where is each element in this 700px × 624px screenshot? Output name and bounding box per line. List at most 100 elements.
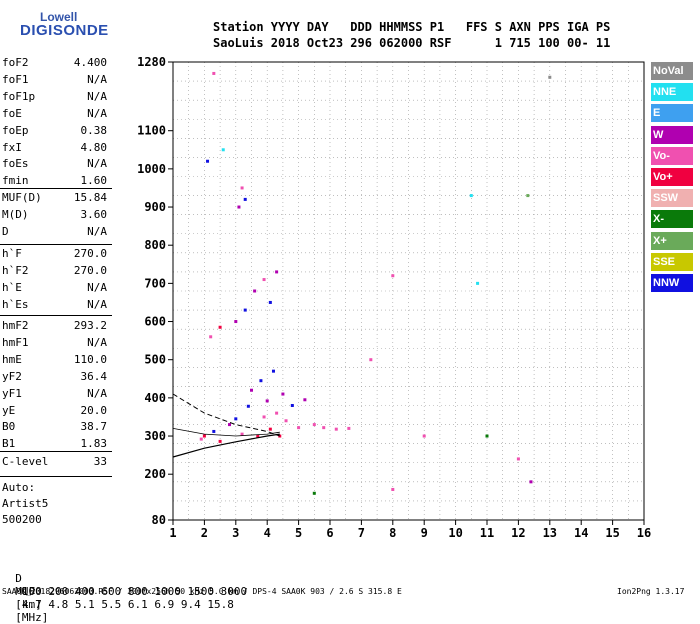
param-yf2: yF2 36.4 bbox=[2, 370, 107, 386]
echo-point bbox=[284, 419, 288, 423]
param-value: 293.2 bbox=[73, 319, 107, 332]
y-tick-label: 900 bbox=[144, 200, 166, 214]
x-tick-label: 11 bbox=[480, 526, 494, 540]
distance-value: 200 bbox=[41, 585, 69, 598]
panel-divider bbox=[0, 244, 112, 245]
echo-point bbox=[218, 325, 222, 329]
param-md: M(D) 3.60 bbox=[2, 208, 107, 224]
param-name: foF1 bbox=[2, 72, 29, 86]
echo-point bbox=[246, 404, 250, 408]
x-tick-label: 5 bbox=[295, 526, 302, 540]
param-value: N/A bbox=[87, 280, 107, 294]
ionogram-chart: 1 2 3 4 5 6 7 8 9 10 11 12 13 14 15 1680200300400500600… bbox=[137, 55, 651, 540]
profile-curve-solid bbox=[172, 433, 280, 458]
echo-point bbox=[469, 194, 473, 198]
echo-point bbox=[240, 186, 244, 190]
echo-point bbox=[322, 426, 326, 430]
param-value: 33 bbox=[93, 455, 107, 468]
param-name: foF2 bbox=[2, 56, 29, 69]
echo-point bbox=[228, 423, 232, 427]
echo-point bbox=[265, 399, 269, 403]
distance-value: 3000 bbox=[214, 585, 248, 598]
legend-item-nne: NNE bbox=[651, 83, 693, 102]
param-fof1: foF1 N/A bbox=[2, 73, 107, 89]
scaling-mode: Auto: bbox=[2, 481, 36, 494]
param-value: N/A bbox=[87, 297, 107, 311]
muf-unit: [MHz] bbox=[15, 611, 49, 624]
echo-point bbox=[243, 197, 247, 201]
footer-version: Ion2Png 1.3.17 bbox=[617, 587, 685, 596]
logo-digisonde: DIGISONDE bbox=[20, 22, 109, 39]
param-value: N/A bbox=[87, 72, 107, 86]
param-hes: h`Es N/A bbox=[2, 298, 107, 314]
param-b0: B0 38.7 bbox=[2, 420, 107, 436]
param-ye: yE 20.0 bbox=[2, 404, 107, 420]
x-tick-label: 6 bbox=[326, 526, 333, 540]
y-tick-label: 800 bbox=[144, 238, 166, 252]
param-name: foE bbox=[2, 106, 22, 120]
x-tick-label: 4 bbox=[264, 526, 271, 540]
legend-item-ssw: SSW bbox=[651, 189, 693, 208]
param-value: N/A bbox=[87, 224, 107, 238]
echo-point bbox=[485, 434, 489, 438]
profile-curve-thin bbox=[172, 428, 280, 437]
distance-value: 400 bbox=[68, 585, 95, 598]
echo-point bbox=[268, 427, 272, 431]
param-name: foEp bbox=[2, 123, 29, 137]
param-hmf1: hmF1 N/A bbox=[2, 336, 107, 352]
param-name: M(D) bbox=[2, 207, 29, 221]
param-name: h`E bbox=[2, 280, 22, 294]
logo-lowell: Lowell bbox=[40, 10, 78, 24]
distance-value: 600 bbox=[94, 585, 122, 598]
legend-item-vo: Vo- bbox=[651, 146, 693, 165]
echo-point bbox=[218, 439, 222, 443]
echo-point bbox=[206, 159, 210, 163]
y-tick-label: 400 bbox=[144, 391, 166, 405]
param-yf1: yF1 N/A bbox=[2, 387, 107, 403]
y-tick-label: 200 bbox=[144, 467, 166, 481]
param-fof2: foF2 4.400 bbox=[2, 56, 107, 72]
param-name: fmin bbox=[2, 174, 29, 188]
muf-label: MUF bbox=[15, 585, 36, 598]
param-value: N/A bbox=[87, 106, 107, 120]
param-name: B1 bbox=[2, 437, 16, 451]
echo-point bbox=[240, 432, 244, 436]
x-tick-label: 12 bbox=[511, 526, 525, 540]
echo-point bbox=[256, 434, 260, 438]
param-value: 110.0 bbox=[73, 352, 107, 366]
echo-point bbox=[391, 274, 395, 278]
echo-point bbox=[271, 369, 275, 373]
echo-point bbox=[262, 278, 266, 282]
echo-point bbox=[303, 398, 307, 402]
panel-divider bbox=[0, 476, 112, 477]
legend-item-e: E bbox=[651, 104, 693, 123]
header-line-1: Station YYYY DAY DDD HHMMSS P1 FFS S AXN… bbox=[213, 20, 611, 34]
echo-point bbox=[334, 427, 338, 431]
param-name: B0 bbox=[2, 420, 16, 434]
echo-point bbox=[297, 426, 301, 430]
legend-item-noval: NoVal bbox=[651, 62, 693, 80]
x-tick-label: 7 bbox=[358, 526, 365, 540]
legend-item-x: X+ bbox=[651, 231, 693, 250]
y-tick-label: 500 bbox=[144, 353, 166, 367]
param-name: foEs bbox=[2, 157, 29, 171]
param-value: 36.4 bbox=[80, 369, 108, 383]
x-tick-label: 14 bbox=[574, 526, 588, 540]
param-d: D N/A bbox=[2, 225, 107, 241]
header-line-2: SaoLuis 2018 Oct23 296 062000 RSF 1 715 … bbox=[213, 36, 611, 50]
param-value: N/A bbox=[87, 386, 107, 400]
param-name: h`F bbox=[2, 247, 22, 260]
echo-point bbox=[529, 480, 533, 484]
distance-row: D 100 200 400 600 800 1000 1500 3000 [km… bbox=[2, 559, 247, 611]
echo-point bbox=[221, 148, 225, 152]
param-value: 4.80 bbox=[80, 140, 108, 154]
param-value: 20.0 bbox=[80, 403, 108, 417]
y-tick-label: 1280 bbox=[137, 55, 166, 69]
panel-divider bbox=[0, 315, 112, 316]
param-name: yE bbox=[2, 403, 16, 417]
distance-value: 100 bbox=[15, 585, 42, 598]
param-value: 270.0 bbox=[73, 263, 107, 277]
param-name: hmF2 bbox=[2, 319, 29, 332]
echo-point bbox=[209, 335, 213, 339]
scaling-code: 500200 bbox=[2, 513, 42, 526]
